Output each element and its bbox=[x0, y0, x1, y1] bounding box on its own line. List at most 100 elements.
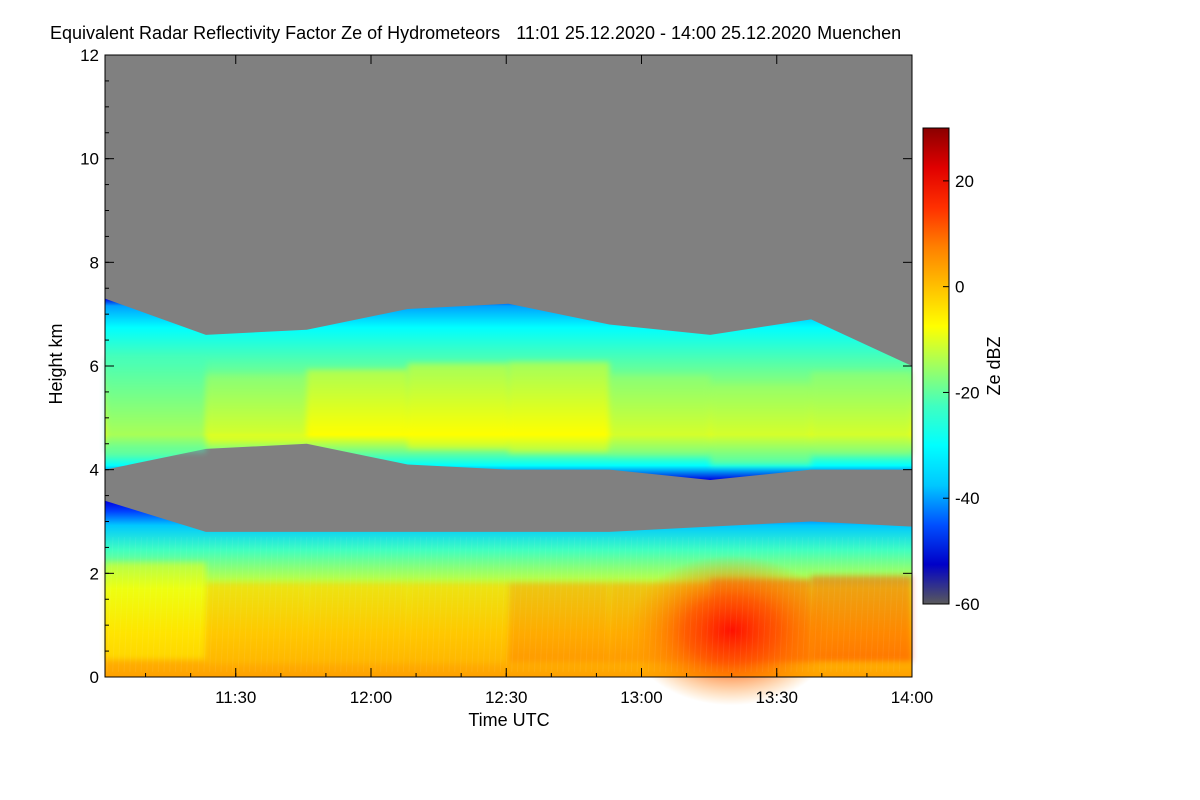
fallstreak bbox=[853, 537, 861, 672]
fallstreak bbox=[687, 537, 695, 672]
fallstreak bbox=[117, 537, 125, 672]
fallstreak bbox=[836, 537, 844, 672]
layer-core-cell bbox=[306, 369, 408, 433]
fallstreak bbox=[773, 537, 781, 672]
fallstreak bbox=[471, 537, 479, 672]
fallstreak bbox=[328, 537, 336, 672]
fallstreak bbox=[744, 537, 752, 672]
layer-core-cell bbox=[306, 582, 408, 663]
colorbar-tick-label: -40 bbox=[955, 489, 980, 508]
fallstreak bbox=[591, 537, 598, 672]
y-tick-label: 12 bbox=[80, 46, 99, 65]
layer-core-cell bbox=[407, 363, 509, 449]
x-tick-label: 12:30 bbox=[485, 688, 528, 707]
fallstreak bbox=[893, 537, 901, 672]
fallstreak bbox=[625, 537, 633, 672]
layer-core-cell bbox=[609, 375, 711, 456]
fallstreak bbox=[488, 537, 496, 672]
y-tick-label: 6 bbox=[90, 357, 99, 376]
fallstreak bbox=[283, 537, 291, 672]
fallstreak bbox=[830, 537, 838, 672]
fallstreak bbox=[129, 537, 137, 672]
fallstreak bbox=[505, 537, 513, 672]
fallstreak bbox=[408, 537, 416, 672]
x-tick-label: 12:00 bbox=[350, 688, 393, 707]
fallstreak bbox=[306, 537, 313, 672]
fallstreak bbox=[152, 537, 160, 672]
fallstreak bbox=[762, 537, 769, 672]
fallstreak bbox=[311, 537, 319, 672]
fallstreak bbox=[499, 537, 507, 672]
fallstreak bbox=[300, 537, 308, 672]
y-tick-label: 10 bbox=[80, 150, 99, 169]
fallstreak bbox=[266, 537, 274, 672]
fallstreak bbox=[545, 537, 553, 672]
fallstreak bbox=[277, 537, 285, 672]
fallstreak bbox=[368, 537, 376, 672]
fallstreak bbox=[106, 537, 114, 672]
fallstreak bbox=[402, 537, 410, 672]
layer-core-cell bbox=[205, 374, 307, 438]
fallstreak bbox=[374, 537, 382, 672]
fallstreak bbox=[562, 537, 570, 672]
fallstreak bbox=[459, 537, 467, 672]
fallstreak bbox=[112, 537, 120, 672]
fallstreak bbox=[539, 537, 547, 672]
fallstreak bbox=[556, 537, 564, 672]
fallstreak bbox=[670, 537, 678, 672]
fallstreak bbox=[243, 537, 251, 672]
fallstreak bbox=[790, 537, 798, 672]
fallstreak bbox=[585, 537, 593, 672]
colorbar-ticks: -60 -40 -20 0 20 bbox=[943, 172, 980, 614]
fallstreak bbox=[619, 537, 627, 672]
layer-core-cell bbox=[205, 582, 307, 663]
fallstreak bbox=[847, 537, 855, 672]
fallstreak bbox=[573, 537, 581, 672]
fallstreak bbox=[226, 537, 234, 672]
fallstreak bbox=[870, 537, 878, 672]
fallstreak bbox=[534, 537, 541, 672]
fallstreak bbox=[494, 537, 502, 672]
fallstreak bbox=[271, 537, 279, 672]
fallstreak bbox=[568, 537, 576, 672]
fallstreak bbox=[420, 537, 427, 672]
fallstreak bbox=[135, 537, 142, 672]
fallstreak bbox=[608, 537, 616, 672]
fallstreak bbox=[249, 537, 256, 672]
fallstreak bbox=[425, 537, 433, 672]
fallstreak bbox=[824, 537, 832, 672]
fallstreak bbox=[254, 537, 262, 672]
fallstreak bbox=[784, 537, 792, 672]
fallstreak bbox=[653, 537, 661, 672]
fallstreak bbox=[801, 537, 809, 672]
fallstreak bbox=[397, 537, 405, 672]
fallstreak bbox=[693, 537, 701, 672]
fallstreak bbox=[739, 537, 747, 672]
fallstreak bbox=[722, 537, 730, 672]
fallstreak bbox=[516, 537, 524, 672]
layer-core-cell bbox=[105, 358, 206, 453]
layer-core-cell bbox=[407, 582, 509, 663]
fallstreak bbox=[528, 537, 536, 672]
layer-core-cell bbox=[508, 582, 610, 663]
layer-core-cell bbox=[508, 361, 610, 454]
fallstreak bbox=[340, 537, 348, 672]
fallstreak bbox=[636, 537, 644, 672]
fallstreak bbox=[294, 537, 302, 672]
fallstreak bbox=[288, 537, 296, 672]
fallstreak bbox=[482, 537, 490, 672]
fallstreak bbox=[220, 537, 228, 672]
fallstreak bbox=[602, 537, 610, 672]
fallstreak bbox=[887, 537, 895, 672]
y-tick-label: 0 bbox=[90, 668, 99, 687]
fallstreak bbox=[710, 537, 718, 672]
fallstreak bbox=[431, 537, 439, 672]
fallstreak bbox=[841, 537, 849, 672]
fallstreak bbox=[551, 537, 559, 672]
fallstreak bbox=[351, 537, 359, 672]
colorbar-tick-label: -20 bbox=[955, 383, 980, 402]
y-axis-label: Height km bbox=[46, 323, 66, 404]
fallstreak bbox=[682, 537, 690, 672]
fallstreak bbox=[750, 537, 758, 672]
